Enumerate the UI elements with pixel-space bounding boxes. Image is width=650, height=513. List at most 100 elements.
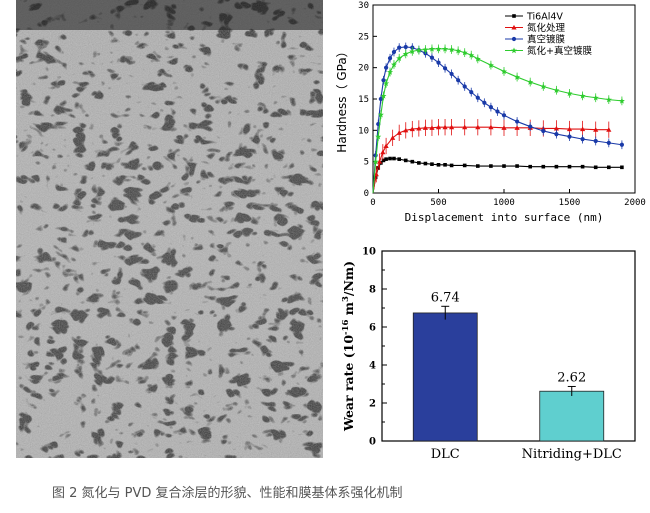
data-point [403, 44, 408, 50]
y-tick-label: 0 [369, 437, 376, 448]
y-axis-label: Wear rate (10-16 m3/Nm) [341, 261, 356, 432]
data-point [390, 61, 397, 68]
series-4 [372, 44, 625, 194]
data-point [515, 164, 519, 168]
data-point [580, 164, 585, 169]
data-point [402, 50, 409, 57]
x-tick-label: 2000 [624, 198, 646, 208]
data-point [387, 69, 394, 75]
data-point [430, 162, 434, 166]
data-point [592, 94, 599, 101]
data-point [456, 78, 461, 83]
y-tick-label: 8 [369, 285, 376, 296]
y-tick-label: 4 [369, 361, 376, 372]
data-point [606, 140, 611, 145]
sem-micrograph-icon [16, 0, 323, 458]
data-point [429, 125, 435, 130]
y-tick-label: 15 [358, 95, 369, 105]
wear-rate-chart-svg: 0 2 4 6 8 10 Wear rate (10-16 m3/Nm) 6.74 DLC 2.… [341, 247, 636, 462]
data-point [554, 131, 559, 137]
data-point [501, 125, 507, 130]
data-point [390, 135, 396, 140]
data-point [593, 165, 598, 170]
data-point [541, 164, 546, 169]
data-point [567, 164, 572, 169]
data-point [392, 156, 396, 161]
data-point [511, 47, 517, 54]
legend-item-1: Ti6Al4V [505, 12, 563, 23]
data-point [606, 127, 612, 132]
legend-label: Ti6Al4V [526, 12, 563, 23]
data-point [372, 158, 379, 165]
data-point [409, 48, 416, 55]
data-point [488, 124, 494, 130]
y-axis-label-part: m [341, 302, 356, 320]
data-point [512, 14, 516, 18]
legend-label: 真空镀膜 [527, 34, 566, 46]
y-tick-label: 2 [369, 399, 376, 410]
y-axis-label: Hardness（ GPa） [335, 45, 349, 152]
legend-item-2: 氮化处理 [505, 22, 566, 34]
bar [539, 390, 605, 442]
data-point [397, 157, 401, 161]
series-1 [372, 156, 624, 194]
data-point [475, 124, 481, 130]
data-point [436, 163, 441, 167]
data-point [397, 45, 402, 50]
data-point [403, 127, 409, 133]
data-point [443, 163, 447, 167]
data-point [605, 96, 612, 103]
legend-item-3: 真空镀膜 [505, 34, 566, 46]
figure-caption: 图 2 氮化与 PVD 复合涂层的形貌、性能和膜基体系强化机制 [52, 486, 403, 501]
data-point [384, 65, 389, 70]
data-point [384, 157, 388, 161]
data-point [489, 164, 493, 168]
series-2 [372, 119, 612, 194]
data-point [375, 133, 382, 140]
data-point [417, 161, 421, 165]
data-point [487, 62, 494, 68]
y-tick-label: 10 [358, 126, 369, 136]
data-point [566, 90, 573, 97]
series-3 [372, 42, 624, 194]
data-point [553, 125, 559, 131]
data-point [423, 161, 428, 166]
data-point [442, 66, 448, 71]
data-point [381, 78, 386, 83]
data-point [553, 87, 560, 94]
legend-item-4: 氮化+真空镀膜 [505, 45, 592, 57]
legend-label: 氮化处理 [527, 22, 566, 34]
data-point [429, 55, 435, 60]
bar-group-2: 2.62 Nitriding+DLC [522, 370, 622, 462]
data-point [580, 126, 586, 132]
bar [412, 312, 478, 442]
y-tick-label: 30 [358, 1, 369, 11]
series-line [372, 157, 622, 194]
bar-value-label: 2.62 [557, 370, 586, 385]
data-point [377, 111, 384, 118]
data-point [415, 47, 422, 53]
data-point [527, 79, 534, 85]
data-point [501, 113, 507, 118]
data-point [619, 142, 624, 147]
data-point [387, 56, 393, 61]
data-point [442, 45, 449, 52]
data-point [428, 45, 435, 52]
data-point [422, 125, 428, 130]
data-point [396, 130, 402, 135]
data-point [482, 100, 487, 105]
data-point [475, 95, 480, 100]
data-point [455, 47, 462, 54]
data-point [511, 36, 517, 42]
data-point [391, 49, 397, 55]
y-tick-label: 0 [364, 189, 369, 199]
legend-label: 氮化+真空镀膜 [527, 45, 592, 57]
y-axis-label-part: /Nm) [341, 261, 356, 296]
bar-value-label: 6.74 [431, 290, 460, 305]
y-axis-label-part: 3 [341, 296, 351, 302]
data-point [476, 164, 480, 168]
data-point [528, 164, 532, 169]
data-point [376, 159, 383, 164]
data-point [449, 163, 454, 168]
data-point [515, 119, 520, 124]
